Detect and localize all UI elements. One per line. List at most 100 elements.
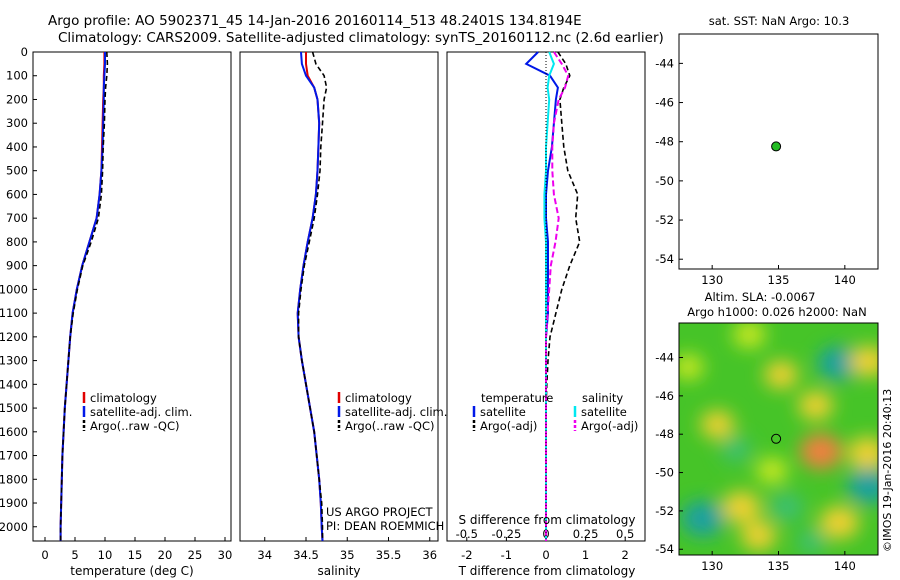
legend-header: salinity <box>582 391 623 405</box>
x-tick-label: -1 <box>501 548 512 562</box>
map-y-tick-label: -54 <box>655 252 674 266</box>
difference-xlabel-salinity: S difference from climatology <box>459 513 636 527</box>
sla-anomaly-blob <box>847 467 878 504</box>
series-line-temperature-profile-2 <box>59 51 109 541</box>
x-tick-label: 20 <box>158 548 173 562</box>
x-tick-label-top: -0.25 <box>492 527 522 541</box>
sla-anomaly-blob <box>720 436 752 463</box>
map-y-tick-label: -54 <box>655 542 674 556</box>
title-line-1: Argo profile: AO 5902371_45 14-Jan-2016 … <box>48 13 582 29</box>
depth-tick-label: 1100 <box>0 306 28 320</box>
legend-label: satellite-adj. clim. <box>90 405 192 419</box>
sla-anomaly-blob <box>799 433 843 470</box>
legend-label: Argo(..raw -QC) <box>345 419 435 433</box>
depth-tick-label: 900 <box>6 259 28 273</box>
depth-tick-label: 1900 <box>0 496 28 510</box>
sla-anomaly-blob <box>849 345 878 377</box>
map-y-tick-label: -46 <box>655 389 674 403</box>
sla-anomaly-blob <box>700 410 735 439</box>
x-tick-label: 30 <box>218 548 233 562</box>
legend-label: satellite-adj. clim. <box>345 405 447 419</box>
x-tick-label: 34 <box>257 548 272 562</box>
map-y-tick-label: -50 <box>655 174 674 188</box>
depth-tick-label: 1700 <box>0 449 28 463</box>
salinity-xlabel: salinity <box>317 564 360 578</box>
depth-tick-labels: 0 100 200 300 400 500 600 700 800 900 1000 1100 1200… <box>0 45 37 534</box>
depth-tick-label: 500 <box>6 164 28 178</box>
x-tick-label: 1 <box>582 548 589 562</box>
legend-label: Argo(-adj) <box>480 419 537 433</box>
argo-position-marker <box>771 141 782 152</box>
map-x-tick-label: 130 <box>701 273 723 287</box>
sla-anomaly-blob <box>740 521 777 551</box>
depth-tick-label: 300 <box>6 116 28 130</box>
depth-tick-label: 200 <box>6 92 28 106</box>
sla-anomaly-blob <box>819 506 860 539</box>
series-line-salinity-profile-2 <box>297 51 328 541</box>
depth-tick-label: 800 <box>6 235 28 249</box>
sla-anomaly-blob <box>722 491 761 524</box>
sla-anomaly-blob <box>796 529 827 554</box>
map-y-tick-label: -50 <box>655 466 674 480</box>
x-tick-label: 35 <box>340 548 355 562</box>
x-tick-label: 15 <box>128 548 143 562</box>
temperature-xlabel: temperature (deg C) <box>70 564 193 578</box>
sla-map-panel: Altim. SLA: -0.0067 Argo h1000: 0.026 h2… <box>655 290 894 573</box>
map-y-tick-label: -46 <box>655 96 674 110</box>
x-tick-label: 0 <box>41 548 48 562</box>
map-x-tick-label: 130 <box>701 559 723 573</box>
pi-label: PI: DEAN ROEMMICH <box>326 519 444 533</box>
imos-credit: ©IMOS 19-Jan-2016 20:40:13 <box>881 389 894 552</box>
sla-anomaly-blob <box>798 391 833 420</box>
map-y-tick-label: -48 <box>655 427 674 441</box>
depth-tick-label: 1300 <box>0 354 28 368</box>
legend-label: climatology <box>345 391 412 405</box>
series-line-salinity-profile-1 <box>296 51 324 542</box>
x-tick-label: 34.5 <box>293 548 319 562</box>
sla-anomaly-blob <box>756 457 788 484</box>
sla-map-title-1: Altim. SLA: -0.0067 <box>705 290 816 304</box>
map-x-tick-label: 140 <box>834 559 856 573</box>
temperature-axes <box>32 51 232 542</box>
legend-label: Argo(-adj) <box>581 419 638 433</box>
sst-map-axes <box>678 33 879 270</box>
x-tick-label-top: 0.25 <box>573 527 599 541</box>
depth-tick-label: 2000 <box>0 520 28 534</box>
x-tick-label: 36 <box>422 548 437 562</box>
map-x-tick-label: 135 <box>768 559 790 573</box>
legend-header: temperature <box>481 391 553 405</box>
difference-xlabel: T difference from climatology <box>458 564 636 578</box>
x-tick-label: 2 <box>622 548 629 562</box>
salinity-panel: 34 34.5 35 35.5 36 salinity climatologysatel… <box>239 51 447 578</box>
depth-tick-label: 400 <box>6 140 28 154</box>
depth-tick-label: 1200 <box>0 330 28 344</box>
x-tick-label: 35.5 <box>376 548 402 562</box>
x-tick-label: 5 <box>71 548 78 562</box>
depth-tick-label: 600 <box>6 187 28 201</box>
legend-label: Argo(..raw -QC) <box>90 419 180 433</box>
sst-map-title: sat. SST: NaN Argo: 10.3 <box>709 14 850 28</box>
legend-label: satellite <box>581 405 627 419</box>
map-x-tick-label: 135 <box>768 273 790 287</box>
temperature-panel: 0100200300400500600700800900100011001200… <box>0 45 232 578</box>
sla-anomaly-blob <box>847 436 878 470</box>
sla-anomaly-blob <box>681 500 725 537</box>
depth-tick-label: 1800 <box>0 472 28 486</box>
map-y-tick-label: -44 <box>655 351 674 365</box>
title-line-2: Climatology: CARS2009. Satellite-adjuste… <box>58 30 664 46</box>
depth-tick-label: 1500 <box>0 401 28 415</box>
x-tick-label: 25 <box>188 548 203 562</box>
series-line-difference-profile-3 <box>545 51 570 541</box>
depth-tick-label: 1600 <box>0 425 28 439</box>
map-y-tick-label: -52 <box>655 213 674 227</box>
sla-anomaly-blob <box>679 354 704 380</box>
sla-map-title-2: Argo h1000: 0.026 h2000: NaN <box>687 305 866 319</box>
sla-anomaly-blob <box>732 323 766 349</box>
depth-tick-label: 100 <box>6 69 28 83</box>
depth-tick-label: 1400 <box>0 377 28 391</box>
depth-tick-label: 1000 <box>0 282 28 296</box>
x-tick-label: 0 <box>542 548 549 562</box>
legend-label: satellite <box>480 405 526 419</box>
sst-map-panel: sat. SST: NaN Argo: 10.3 130 135 140 -44 -46… <box>655 14 879 287</box>
